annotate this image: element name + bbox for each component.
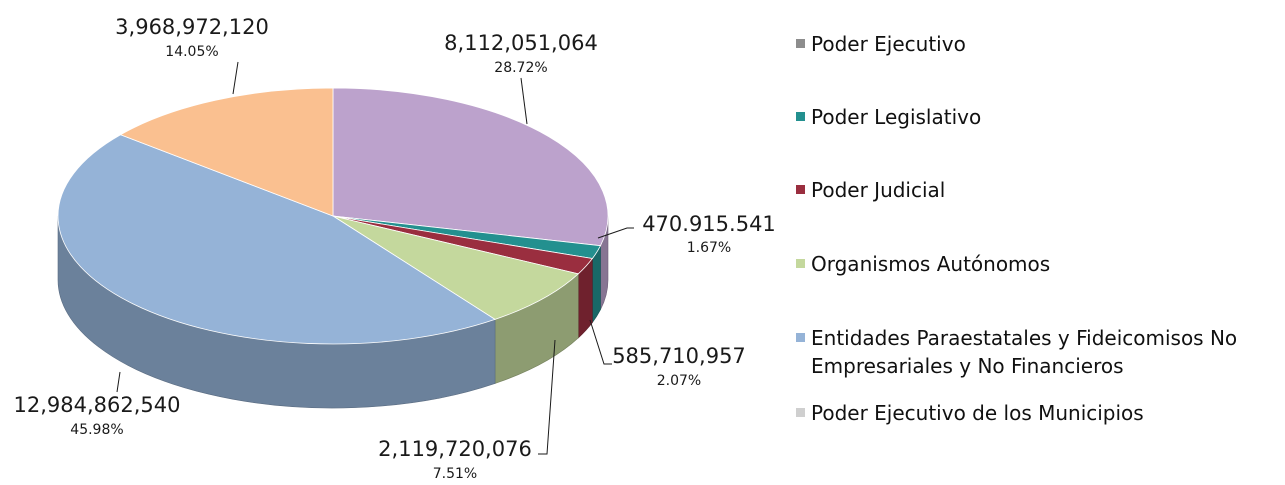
legend-label-organismos-autonomos: Organismos Autónomos [811, 252, 1050, 276]
data-label-value-organismos-autonomos: 2,119,720,076 [378, 437, 532, 461]
pie-slice-poder-ejecutivo [332, 87, 609, 247]
legend-label-poder-legislativo: Poder Legislativo [811, 105, 981, 129]
leader-line-poder-judicial [589, 319, 612, 365]
pie-side-walls [57, 215, 609, 409]
pie-slices [57, 87, 609, 345]
data-label-percent-poder-judicial: 2.07% [657, 373, 701, 389]
legend-swatch-poder-legislativo [796, 112, 805, 121]
data-label-percent-poder-ejecutivo: 28.72% [494, 60, 547, 76]
data-label-percent-organismos-autonomos: 7.51% [433, 466, 477, 482]
legend-label-entidades-paraestatales-line2: Empresariales y No Financieros [811, 354, 1124, 378]
pie-slice-organismos-autonomos [332, 215, 580, 320]
leader-line-entidades-paraestatales-y-fideicomisos-n [116, 371, 121, 393]
data-label-percent-poder-ejecutivo-municipios: 14.05% [165, 44, 218, 60]
legend-swatch-poder-ejecutivo-municipios [796, 408, 805, 417]
leader-line-poder-legislativo [597, 227, 634, 239]
legend-label-entidades-paraestatales-line1: Entidades Paraestatales y Fideicomisos N… [811, 326, 1237, 350]
leader-line-poder-ejecutivo [520, 77, 528, 125]
legend-swatch-poder-judicial [796, 185, 805, 194]
leader-line-poder-ejecutivo-de-los-municipios [232, 61, 239, 95]
data-label-value-poder-ejecutivo-municipios: 3,968,972,120 [115, 15, 269, 39]
data-label-percent-entidades-paraestatales: 45.98% [70, 422, 123, 438]
pie-slice-poder-ejecutivo-de-los-municipios [119, 87, 334, 217]
data-label-percent-poder-legislativo: 1.67% [687, 240, 731, 256]
legend: Poder Ejecutivo Poder Legislativo Poder … [796, 32, 1237, 425]
legend-swatch-entidades-paraestatales [796, 333, 805, 342]
legend-swatch-organismos-autonomos [796, 259, 805, 268]
data-label-value-poder-judicial: 585,710,957 [612, 344, 746, 368]
data-label-value-poder-ejecutivo: 8,112,051,064 [444, 31, 598, 55]
data-label-value-entidades-paraestatales: 12,984,862,540 [14, 393, 181, 417]
data-label-value-poder-legislativo: 470.915.541 [642, 212, 776, 236]
pie-slice-entidades-paraestatales-y-fideicomisos-n [57, 134, 496, 345]
legend-swatch-poder-ejecutivo [796, 39, 805, 48]
leader-lines [116, 61, 634, 455]
legend-label-poder-ejecutivo-municipios: Poder Ejecutivo de los Municipios [811, 401, 1144, 425]
leader-line-organismos-autonomos [538, 339, 556, 455]
legend-label-poder-ejecutivo: Poder Ejecutivo [811, 32, 966, 56]
legend-label-poder-judicial: Poder Judicial [811, 178, 945, 202]
